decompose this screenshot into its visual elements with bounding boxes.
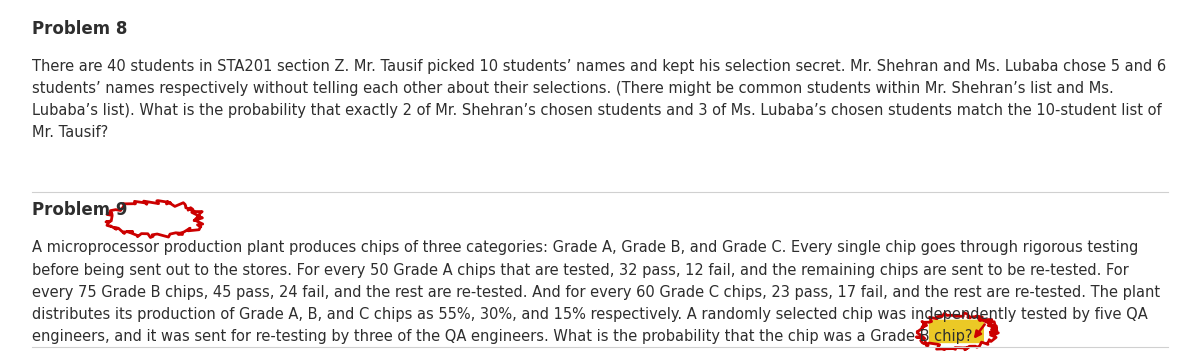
Text: Problem 8: Problem 8 [32,20,127,38]
FancyBboxPatch shape [929,320,984,343]
Text: Problem 9: Problem 9 [32,201,128,219]
Text: There are 40 students in STA201 section Z. Mr. Tausif picked 10 students’ names : There are 40 students in STA201 section … [32,59,1166,140]
Text: A microprocessor production plant produces chips of three categories: Grade A, G: A microprocessor production plant produc… [32,240,1160,344]
